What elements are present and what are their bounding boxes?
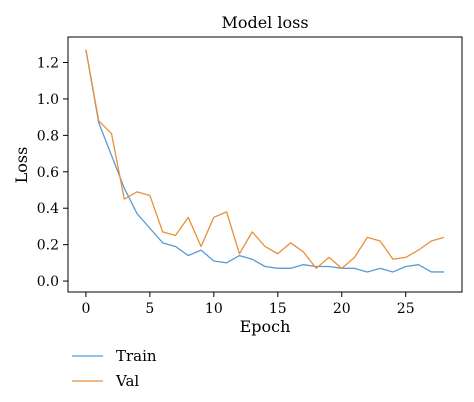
legend-label-val: Val <box>115 372 139 390</box>
y-tick-label: 0.0 <box>37 274 59 290</box>
series-line-val <box>85 49 445 269</box>
y-axis-ticks: 0.0 0.2 0.4 0.6 0.8 1.0 1.2 <box>37 56 68 290</box>
series-line-train <box>85 49 445 273</box>
legend-label-train: Train <box>116 347 157 365</box>
y-tick-label: 0.8 <box>37 128 59 144</box>
y-tick-label: 0.2 <box>37 238 59 254</box>
plot-border <box>67 36 463 293</box>
plot-frame <box>67 36 463 293</box>
x-tick-label: 10 <box>205 301 223 317</box>
legend: Train Val <box>72 347 157 390</box>
x-tick-label: 5 <box>145 301 154 317</box>
series-layer <box>85 49 445 273</box>
x-tick-label: 15 <box>269 301 287 317</box>
y-tick-label: 0.6 <box>37 165 59 181</box>
x-axis-ticks: 0 5 10 15 20 25 <box>81 292 415 317</box>
x-tick-label: 0 <box>81 301 90 317</box>
x-tick-label: 25 <box>397 301 415 317</box>
y-tick-label: 1.2 <box>37 56 59 72</box>
chart-title: Model loss <box>221 13 308 32</box>
x-axis-title: Epoch <box>240 317 291 336</box>
y-tick-label: 1.0 <box>37 92 59 108</box>
y-tick-label: 0.4 <box>37 201 59 217</box>
x-tick-label: 20 <box>333 301 351 317</box>
y-axis-title: Loss <box>12 147 31 184</box>
